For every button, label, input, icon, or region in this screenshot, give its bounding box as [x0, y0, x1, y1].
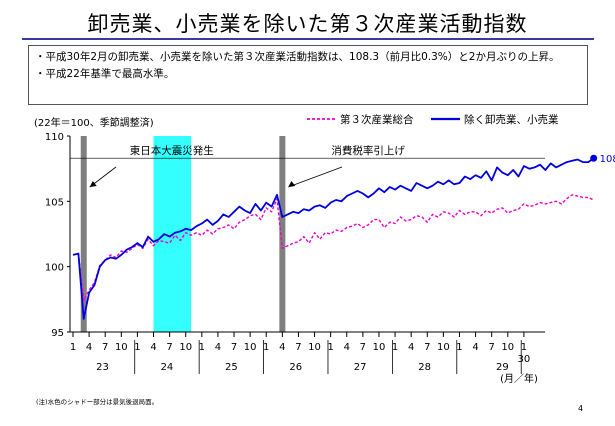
- year-label: 26: [289, 362, 302, 373]
- month-tick-label: 1: [134, 342, 140, 353]
- summary-bullet-1: ・平成30年2月の卸売業、小売業を除いた第３次産業活動指数は、108.3（前月比…: [35, 51, 560, 63]
- year-label: 29: [496, 362, 509, 373]
- month-tick-label: 4: [150, 342, 156, 353]
- month-tick-label: 7: [295, 342, 301, 353]
- series-line-2: [72, 157, 595, 320]
- year-label: 27: [354, 362, 367, 373]
- month-tick-label: 1: [392, 342, 398, 353]
- event-label-2: 消費税率引上げ: [331, 144, 405, 157]
- month-tick-label: 4: [279, 342, 285, 353]
- month-tick-label: 10: [244, 342, 257, 353]
- month-tick-label: 4: [86, 342, 92, 353]
- series-line-1: [72, 194, 595, 302]
- month-tick-label: 1: [263, 342, 269, 353]
- month-tick-label: 4: [408, 342, 414, 353]
- year-label: 23: [96, 362, 109, 373]
- month-tick-label: 10: [308, 342, 321, 353]
- y-tick-label: 100: [45, 263, 64, 274]
- event-label-1: 東日本大震災発生: [130, 144, 214, 157]
- year-label: 28: [418, 362, 431, 373]
- page-number: 4: [578, 404, 584, 413]
- y-tick-label: 95: [51, 328, 64, 339]
- month-tick-label: 7: [424, 342, 430, 353]
- month-tick-label: 1: [521, 342, 527, 353]
- month-tick-label: 10: [437, 342, 450, 353]
- slide-title: 卸売業、小売業を除いた第３次産業活動指数: [87, 12, 528, 36]
- year-label: 30: [518, 354, 531, 365]
- legend-label-2: 除く卸売業、小売業: [464, 113, 559, 126]
- month-tick-label: 4: [344, 342, 350, 353]
- month-tick-label: 10: [179, 342, 192, 353]
- month-tick-label: 1: [327, 342, 333, 353]
- event-bar-2: [279, 136, 286, 332]
- title-underline: [22, 38, 594, 40]
- event-arrowhead-2: [288, 181, 296, 187]
- month-tick-label: 4: [215, 342, 221, 353]
- month-tick-label: 10: [501, 342, 514, 353]
- series-end-label: 108.3: [600, 154, 615, 165]
- month-tick-label: 4: [472, 342, 478, 353]
- footnote: (注)水色のシャドー部分は景気後退局面。: [36, 398, 159, 406]
- summary-bullet-2: ・平成22年基準で最高水準。: [35, 68, 175, 80]
- event-arrowhead-1: [89, 181, 97, 187]
- month-tick-label: 1: [456, 342, 462, 353]
- month-tick-label: 10: [115, 342, 128, 353]
- month-tick-label: 7: [489, 342, 495, 353]
- event-arrow-2: [288, 166, 343, 188]
- legend-label-1: 第３次産業総合: [340, 113, 414, 126]
- series-end-marker: [590, 154, 598, 162]
- x-unit-label: (月／年): [500, 372, 538, 385]
- month-tick-label: 7: [102, 342, 108, 353]
- month-tick-label: 1: [199, 342, 205, 353]
- year-label: 24: [161, 362, 174, 373]
- year-label: 25: [225, 362, 238, 373]
- month-tick-label: 7: [231, 342, 237, 353]
- month-tick-label: 7: [166, 342, 172, 353]
- y-tick-label: 105: [45, 197, 64, 208]
- month-tick-label: 7: [360, 342, 366, 353]
- month-tick-label: 10: [373, 342, 386, 353]
- event-bar-1: [80, 136, 87, 332]
- y-tick-label: 110: [45, 132, 64, 143]
- summary-box: ・平成30年2月の卸売業、小売業を除いた第３次産業活動指数は、108.3（前月比…: [28, 45, 588, 105]
- month-tick-label: 1: [70, 342, 76, 353]
- base-note: (22年＝100、季節調整済): [34, 116, 154, 129]
